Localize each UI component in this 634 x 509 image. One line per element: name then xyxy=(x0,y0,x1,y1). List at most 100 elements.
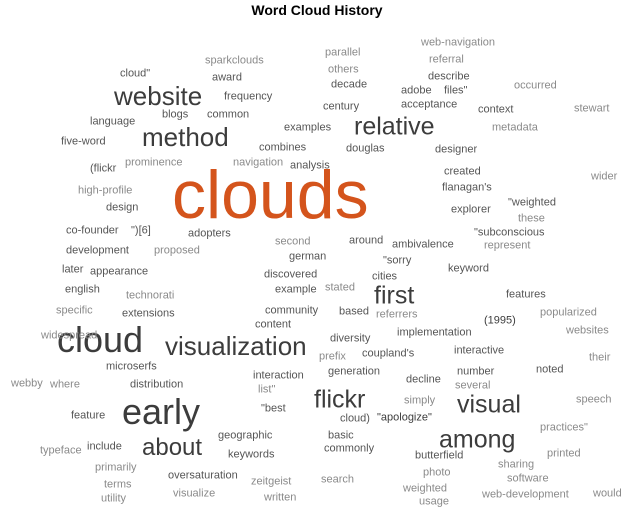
cloud-word: prominence xyxy=(125,156,183,169)
cloud-word: early xyxy=(122,391,201,432)
cloud-word: software xyxy=(507,472,549,485)
cloud-word: printed xyxy=(547,447,581,460)
cloud-word: websites xyxy=(566,324,609,337)
cloud-word: keywords xyxy=(228,448,275,461)
cloud-word: ambivalence xyxy=(392,238,454,251)
cloud-word: content xyxy=(255,318,292,331)
cloud-word: sparkclouds xyxy=(205,54,264,67)
cloud-word: award xyxy=(212,71,242,84)
cloud-word: cloud" xyxy=(120,67,151,80)
cloud-word: interaction xyxy=(253,369,304,382)
cloud-word: referral xyxy=(429,53,464,66)
cloud-word: flickr xyxy=(314,385,366,414)
cloud-word: popularized xyxy=(540,306,597,319)
cloud-word: include xyxy=(87,440,122,453)
cloud-word: explorer xyxy=(451,203,491,216)
cloud-word: practices" xyxy=(540,421,588,434)
cloud-word: diversity xyxy=(330,332,371,345)
cloud-word: "sorry xyxy=(383,254,412,267)
cloud-word: several xyxy=(455,379,491,392)
cloud-word: cities xyxy=(372,270,398,283)
cloud-word: visualize xyxy=(173,487,216,500)
cloud-word: generation xyxy=(328,365,380,378)
cloud-word: context xyxy=(478,103,514,116)
cloud-word: terms xyxy=(104,478,132,491)
cloud-word: clouds xyxy=(172,157,369,233)
cloud-word: visualization xyxy=(165,331,307,361)
cloud-word: language xyxy=(90,115,136,128)
cloud-word: (1995) xyxy=(484,314,516,327)
cloud-word: cloud) xyxy=(340,412,370,425)
cloud-word: describe xyxy=(428,70,470,83)
cloud-word: speech xyxy=(576,393,612,406)
cloud-word: co-founder xyxy=(66,224,119,237)
cloud-word: feature xyxy=(71,409,106,422)
cloud-word: stewart xyxy=(574,102,610,115)
cloud-word: prefix xyxy=(319,350,346,363)
cloud-word: (flickr xyxy=(90,162,117,175)
cloud-word: usage xyxy=(419,495,449,508)
cloud-word: adobe xyxy=(401,84,432,97)
cloud-word: search xyxy=(321,473,355,486)
cloud-word: metadata xyxy=(492,121,538,134)
cloud-word: keyword xyxy=(448,262,489,275)
cloud-word: implementation xyxy=(397,326,472,339)
cloud-word: development xyxy=(66,244,129,257)
cloud-word: douglas xyxy=(346,142,385,155)
cloud-word: common xyxy=(207,108,250,121)
cloud-word: analysis xyxy=(290,159,330,172)
cloud-word: navigation xyxy=(233,156,284,169)
cloud-word: features xyxy=(506,288,546,301)
cloud-word: sharing xyxy=(498,458,535,471)
cloud-word: blogs xyxy=(162,108,189,121)
cloud-word: geographic xyxy=(218,429,273,442)
cloud-word: "best xyxy=(261,402,286,415)
cloud-word: later xyxy=(62,263,84,276)
cloud-word: files" xyxy=(444,84,468,97)
cloud-word: proposed xyxy=(154,244,200,257)
cloud-word: primarily xyxy=(95,461,137,474)
cloud-word: ")[6] xyxy=(131,224,151,237)
cloud-word: would xyxy=(593,487,622,500)
chart-title: Word Cloud History xyxy=(251,2,383,18)
cloud-word: noted xyxy=(536,363,564,376)
cloud-word: "weighted xyxy=(508,196,556,209)
cloud-word: decline xyxy=(406,373,441,386)
cloud-word: webby xyxy=(11,377,43,390)
cloud-word: created xyxy=(444,165,481,178)
cloud-word: about xyxy=(142,434,203,461)
cloud-word: among xyxy=(439,425,516,454)
cloud-word: english xyxy=(65,283,100,296)
cloud-word: widespread xyxy=(41,329,98,342)
cloud-word: number xyxy=(457,365,495,378)
cloud-word: web-navigation xyxy=(421,36,495,49)
cloud-word: where xyxy=(50,378,80,391)
cloud-word: based xyxy=(339,305,369,318)
cloud-word: extensions xyxy=(122,307,175,320)
cloud-word: frequency xyxy=(224,90,273,103)
cloud-word: decade xyxy=(331,78,368,91)
cloud-word: written xyxy=(264,491,297,504)
cloud-word: specific xyxy=(56,304,93,317)
cloud-word: list" xyxy=(258,383,276,396)
cloud-word: method xyxy=(142,122,229,152)
cloud-word: adopters xyxy=(188,227,231,240)
cloud-word: designer xyxy=(435,143,478,156)
cloud-word: visual xyxy=(457,390,521,419)
cloud-word: "subconscious xyxy=(474,226,545,239)
cloud-word: acceptance xyxy=(401,98,458,111)
cloud-word: second xyxy=(275,235,311,248)
cloud-word: german xyxy=(289,250,327,263)
cloud-word: stated xyxy=(325,281,355,294)
cloud-word: web-development xyxy=(482,488,569,501)
cloud-word: example xyxy=(275,283,317,296)
cloud-word: interactive xyxy=(454,344,505,357)
cloud-word: design xyxy=(106,201,139,214)
cloud-word: simply xyxy=(404,394,436,407)
cloud-word: coupland's xyxy=(362,347,415,360)
cloud-word: combines xyxy=(259,141,307,154)
cloud-word: oversaturation xyxy=(168,469,238,482)
cloud-word: parallel xyxy=(325,46,361,59)
cloud-word: weighted xyxy=(403,482,448,495)
cloud-word: utility xyxy=(101,492,127,505)
